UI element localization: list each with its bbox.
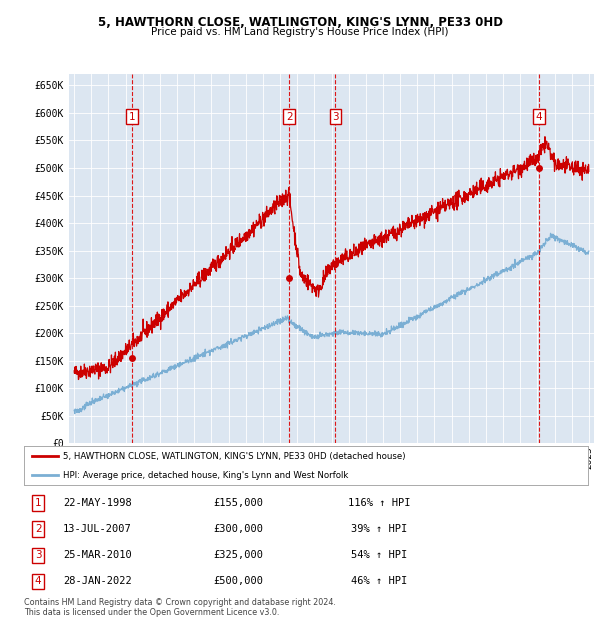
Text: 28-JAN-2022: 28-JAN-2022	[63, 576, 131, 586]
Text: 2: 2	[286, 112, 292, 122]
Text: 1: 1	[129, 112, 136, 122]
Text: 2: 2	[35, 524, 41, 534]
Text: This data is licensed under the Open Government Licence v3.0.: This data is licensed under the Open Gov…	[24, 608, 280, 617]
Text: 46% ↑ HPI: 46% ↑ HPI	[351, 576, 407, 586]
Text: 4: 4	[535, 112, 542, 122]
Text: 4: 4	[35, 576, 41, 586]
Text: Contains HM Land Registry data © Crown copyright and database right 2024.: Contains HM Land Registry data © Crown c…	[24, 598, 336, 607]
Text: 116% ↑ HPI: 116% ↑ HPI	[348, 498, 410, 508]
Text: 5, HAWTHORN CLOSE, WATLINGTON, KING'S LYNN, PE33 0HD: 5, HAWTHORN CLOSE, WATLINGTON, KING'S LY…	[97, 16, 503, 29]
Text: 39% ↑ HPI: 39% ↑ HPI	[351, 524, 407, 534]
Text: 25-MAR-2010: 25-MAR-2010	[63, 550, 131, 560]
Text: £325,000: £325,000	[214, 550, 263, 560]
Text: 22-MAY-1998: 22-MAY-1998	[63, 498, 131, 508]
Text: 3: 3	[332, 112, 339, 122]
Text: 5, HAWTHORN CLOSE, WATLINGTON, KING'S LYNN, PE33 0HD (detached house): 5, HAWTHORN CLOSE, WATLINGTON, KING'S LY…	[64, 451, 406, 461]
Text: 54% ↑ HPI: 54% ↑ HPI	[351, 550, 407, 560]
Text: HPI: Average price, detached house, King's Lynn and West Norfolk: HPI: Average price, detached house, King…	[64, 471, 349, 480]
Text: £155,000: £155,000	[214, 498, 263, 508]
Text: £300,000: £300,000	[214, 524, 263, 534]
Text: £500,000: £500,000	[214, 576, 263, 586]
Text: 1: 1	[35, 498, 41, 508]
Text: 13-JUL-2007: 13-JUL-2007	[63, 524, 131, 534]
Text: Price paid vs. HM Land Registry's House Price Index (HPI): Price paid vs. HM Land Registry's House …	[151, 27, 449, 37]
Text: 3: 3	[35, 550, 41, 560]
